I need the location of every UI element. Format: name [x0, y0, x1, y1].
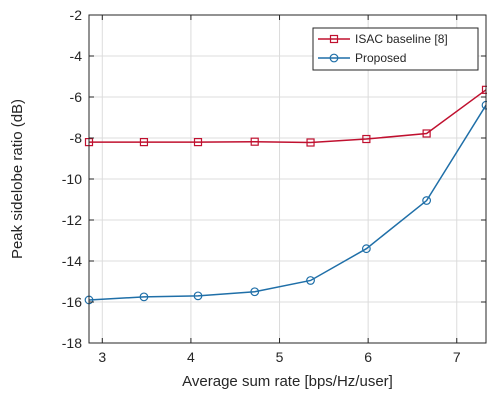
y-tick-label: -12: [62, 212, 82, 228]
y-tick-label: -10: [62, 171, 82, 187]
x-tick-label: 6: [364, 349, 372, 365]
x-tick-label: 3: [98, 349, 106, 365]
data-point-square: [193, 138, 203, 147]
data-point-circle: [422, 196, 432, 205]
data-point-square: [306, 138, 315, 147]
y-tick-label: -16: [62, 294, 82, 310]
data-point-square: [422, 129, 431, 138]
x-tick-label: 4: [187, 349, 195, 365]
x-axis-label: Average sum rate [bps/Hz/user]: [182, 373, 393, 390]
data-point-circle: [139, 292, 149, 302]
y-tick-label: -6: [70, 89, 83, 105]
series-layer: [84, 85, 487, 305]
legend: ISAC baseline [8] Proposed: [312, 27, 479, 71]
legend-marker-circle: [329, 53, 339, 63]
y-axis-label: Peak sidelobe ratio (dB): [9, 99, 26, 259]
y-tick-label: -4: [70, 48, 83, 64]
data-point-circle: [306, 276, 315, 285]
legend-box: [312, 27, 479, 71]
y-tick-label: -2: [70, 7, 83, 23]
x-tick-label: 5: [276, 349, 284, 365]
data-point-square: [250, 137, 259, 146]
series-line: [89, 89, 487, 144]
legend-marker-square: [329, 34, 339, 44]
data-point-square: [362, 134, 371, 144]
data-point-circle: [361, 244, 371, 254]
legend-label-isac-baseline: ISAC baseline [8]: [355, 32, 448, 46]
y-tick-label: -14: [62, 253, 82, 269]
legend-entry-proposed: Proposed: [318, 51, 406, 65]
y-tick-label: -8: [70, 130, 83, 146]
x-tick-label: 7: [453, 349, 461, 365]
legend-label-proposed: Proposed: [355, 51, 406, 65]
y-tick-label: -18: [62, 335, 82, 351]
data-point-circle: [193, 291, 203, 301]
series-isac-baseline: [84, 85, 487, 147]
data-point-circle: [250, 287, 260, 297]
tick-layer: 3 4 5 6 7 -18 -16 -14 -12 -10 -8 -6 -4 -2: [62, 7, 486, 365]
series-line: [88, 104, 487, 301]
legend-entry-isac-baseline: ISAC baseline [8]: [318, 32, 448, 46]
data-point-square: [139, 138, 149, 147]
